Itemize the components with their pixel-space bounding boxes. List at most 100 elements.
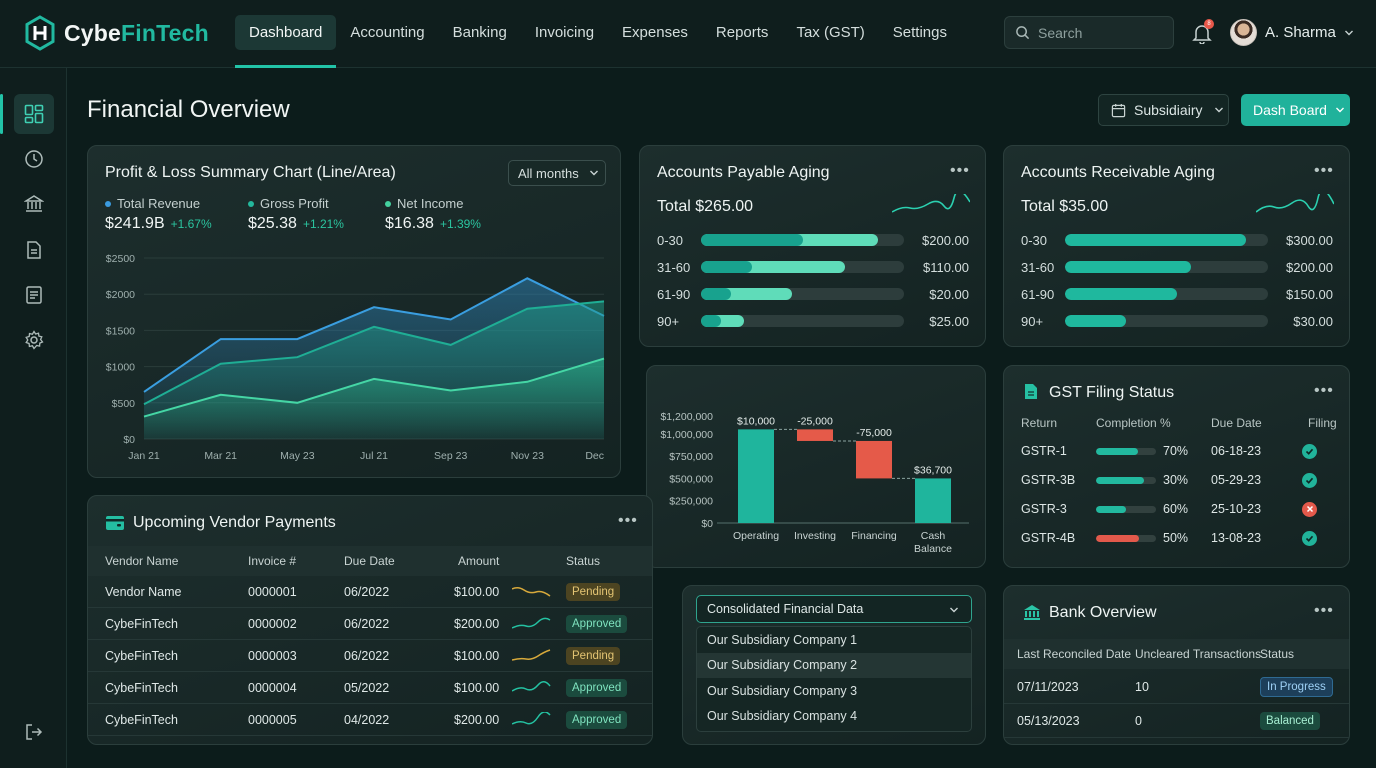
gst-card: GST Filing Status ••• Return Completion %… — [1003, 365, 1350, 568]
nav-reports[interactable]: Reports — [715, 24, 769, 41]
nav-accounting[interactable]: Accounting — [350, 24, 425, 41]
amount: $100.00 — [454, 648, 500, 663]
consolidated-select[interactable]: Consolidated Financial Data — [696, 595, 972, 623]
aging-bucket: 0-30 — [1021, 232, 1048, 248]
waterfall-bar — [738, 429, 774, 523]
waterfall-bar — [915, 478, 951, 523]
table-row[interactable]: CybeFinTech 0000004 05/2022 $100.00 Approved — [88, 672, 652, 704]
table-row[interactable]: 05/13/2023 0 Balanced — [1004, 704, 1349, 738]
nav-banking[interactable]: Banking — [452, 24, 507, 41]
cash-flow-card: $0 $250,000 $500,000 $750,000 $1,000,000 $1,2… — [646, 365, 986, 568]
cash-flow-waterfall-chart: $0 $250,000 $500,000 $750,000 $1,000,000 $1,2… — [660, 411, 969, 555]
aging-bar-track — [701, 315, 904, 327]
user-menu[interactable]: A. Sharma — [1230, 19, 1354, 46]
y-tick-label: $1,200,000 — [660, 411, 713, 423]
nav-settings[interactable]: Settings — [892, 24, 947, 41]
line-net-income — [143, 357, 605, 418]
invoice-number: 0000002 — [248, 616, 297, 631]
more-icon[interactable]: ••• — [1314, 382, 1334, 399]
more-icon[interactable]: ••• — [618, 512, 638, 529]
dashboard-button[interactable]: Dash Board — [1241, 94, 1350, 126]
gst-percent: 60% — [1163, 502, 1189, 516]
sidebar-invoices[interactable] — [14, 230, 54, 270]
amount: $100.00 — [454, 584, 500, 599]
gst-progress-track — [1096, 476, 1156, 484]
aging-amount: $200.00 — [922, 232, 969, 248]
x-tick-label: Nov 23 — [511, 450, 544, 462]
amount: $100.00 — [454, 680, 500, 695]
dropdown-option[interactable]: Our Subsidiary Company 4 — [707, 709, 858, 724]
y-tick-label: $1000 — [106, 362, 135, 374]
y-tick-label: $500 — [112, 398, 136, 410]
due-date: 06/2022 — [344, 584, 390, 599]
notification-badge: 8 — [1204, 19, 1214, 29]
chevron-down-icon — [1215, 107, 1224, 113]
subsidiary-dropdown[interactable]: Subsidiairy — [1098, 94, 1229, 126]
ar-sparkline — [1256, 194, 1334, 213]
due-date: 04/2022 — [344, 712, 390, 727]
search-input[interactable] — [1038, 24, 1158, 41]
brand-logo[interactable]: CybeFinTech — [24, 15, 209, 51]
table-row[interactable]: 07/11/2023 10 In Progress — [1004, 670, 1349, 704]
sidebar-reports[interactable] — [14, 275, 54, 315]
legend-value: $16.38 +1.39% — [385, 215, 481, 233]
legend-item: Net Income $16.38 +1.39% — [385, 196, 481, 233]
y-tick-label: $1500 — [106, 325, 135, 337]
aging-bar-fill — [1065, 315, 1126, 327]
check-icon — [1302, 443, 1317, 459]
aging-bucket: 90+ — [657, 313, 680, 329]
aging-bar-track — [1065, 234, 1268, 246]
nav-dashboard[interactable]: Dashboard — [235, 15, 337, 68]
nav-invoicing[interactable]: Invoicing — [534, 24, 595, 41]
gst-header-cell: Due Date — [1211, 416, 1262, 430]
legend-value: $25.38 +1.21% — [248, 215, 344, 233]
amount: $200.00 — [454, 712, 500, 727]
bank-icon — [1024, 605, 1040, 620]
table-row[interactable]: CybeFinTech 0000002 06/2022 $200.00 Approved — [88, 608, 652, 640]
more-icon[interactable]: ••• — [1314, 162, 1334, 179]
gst-due-date: 05-29-23 — [1211, 473, 1262, 487]
nav-tax-gst[interactable]: Tax (GST) — [796, 24, 865, 41]
dropdown-option[interactable]: Our Subsidiary Company 2 — [697, 652, 971, 678]
chevron-down-icon — [1335, 107, 1344, 113]
sidebar-dashboard[interactable] — [0, 94, 54, 134]
x-category-label: Financing — [851, 530, 897, 542]
table-row[interactable]: CybeFinTech 0000005 04/2022 $200.00 Approved — [88, 704, 652, 736]
error-icon — [1302, 501, 1317, 517]
legend-row: Total Revenue — [105, 196, 212, 211]
gst-percent: 50% — [1163, 531, 1189, 545]
gst-progress-track — [1096, 447, 1156, 455]
nav-expenses[interactable]: Expenses — [622, 24, 688, 41]
vendor-header-cell: Status — [566, 554, 601, 568]
status-badge: In Progress — [1260, 676, 1333, 697]
invoice-number: 0000005 — [248, 712, 297, 727]
table-row[interactable]: CybeFinTech 0000003 06/2022 $100.00 Pending — [88, 640, 652, 672]
sidebar-banking[interactable] — [14, 184, 54, 224]
table-row[interactable]: Vendor Name 0000001 06/2022 $100.00 Pending — [88, 576, 652, 608]
sidebar-logout[interactable] — [14, 712, 54, 752]
ar-total: Total $35.00 — [1021, 198, 1109, 215]
invoice-number: 0000001 — [248, 584, 297, 599]
ar-title: Accounts Receivable Aging — [1021, 164, 1215, 181]
vendor-table-header: Vendor Name Invoice # Due Date Amount Status — [88, 546, 652, 576]
reconciled-date: 07/11/2023 — [1017, 679, 1079, 694]
sidebar-history[interactable] — [14, 139, 54, 179]
gst-progress-fill — [1096, 505, 1126, 513]
avatar — [1230, 19, 1257, 46]
vendor-name: CybeFinTech — [105, 648, 178, 663]
aging-row: 0-30 $200.00 — [657, 230, 969, 250]
dropdown-option[interactable]: Our Subsidiary Company 3 — [707, 683, 858, 698]
search-box[interactable] — [1004, 16, 1174, 49]
amount: $200.00 — [454, 616, 500, 631]
trend-sparkline — [512, 681, 551, 692]
waterfall-bar — [856, 440, 892, 479]
more-icon[interactable]: ••• — [950, 162, 970, 179]
more-icon[interactable]: ••• — [1314, 602, 1334, 619]
y-tick-label: $1,000,000 — [660, 429, 713, 441]
dropdown-option[interactable]: Our Subsidiary Company 1 — [707, 632, 858, 647]
y-tick-label: $500,000 — [669, 473, 713, 485]
period-select[interactable]: All months — [508, 160, 606, 186]
sidebar-settings[interactable] — [14, 320, 54, 360]
gst-progress-fill — [1096, 476, 1144, 484]
gst-row: GSTR-3B 30% 05-29-23 — [1021, 466, 1331, 494]
